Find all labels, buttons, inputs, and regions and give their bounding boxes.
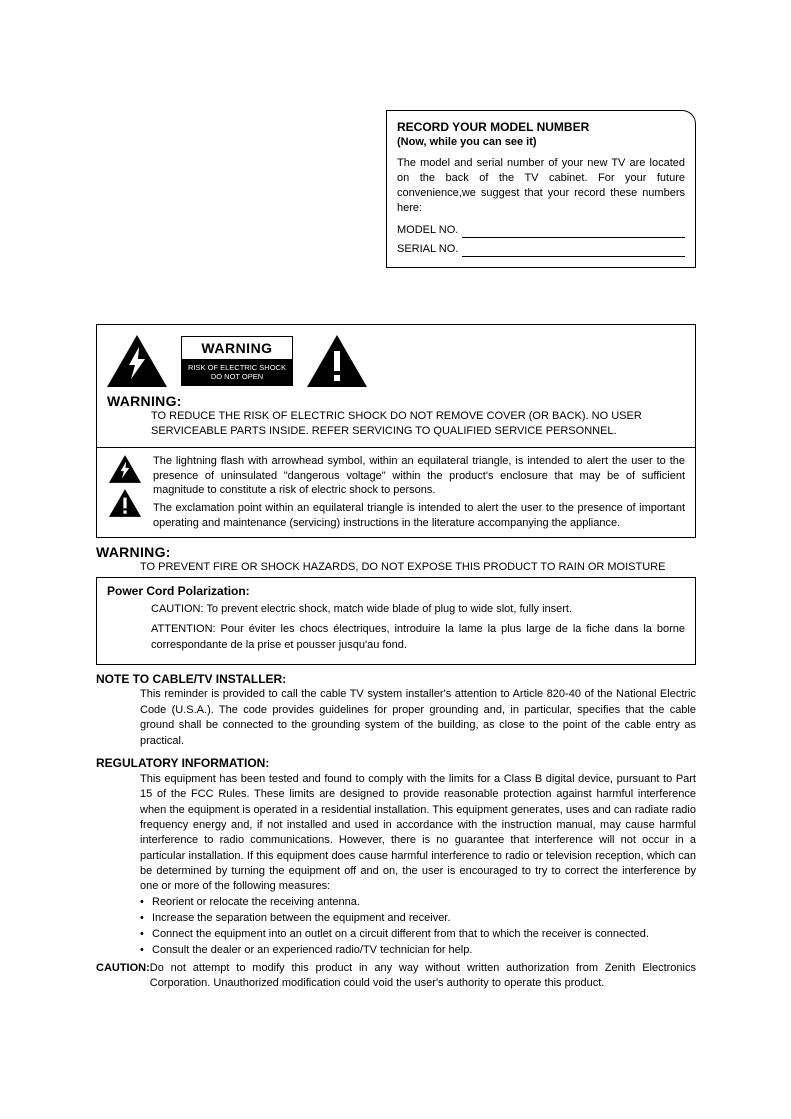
warning-box-top: WARNING [182,337,292,359]
record-body: The model and serial number of your new … [397,156,685,215]
model-number-field: MODEL NO. [397,223,685,238]
record-model-box: RECORD YOUR MODEL NUMBER (Now, while you… [386,110,696,268]
model-label: MODEL NO. [397,223,458,238]
warning-panel: WARNING RISK OF ELECTRIC SHOCK DO NOT OP… [96,324,696,538]
bullet-item: •Connect the equipment into an outlet on… [140,927,696,943]
symbol-explanation-row: The lightning flash with arrowhead symbo… [97,447,695,537]
warning-box-bottom: RISK OF ELECTRIC SHOCK DO NOT OPEN [182,359,292,386]
warning2-heading: WARNING: [96,544,696,560]
regulatory-body: This equipment has been tested and found… [140,772,696,895]
warning1-heading: WARNING: [107,393,685,409]
power-cord-attention: ATTENTION: Pour éviter les chocs électri… [151,622,685,654]
model-underline[interactable] [462,227,685,238]
exclamation-small-icon [107,488,143,518]
serial-label: SERIAL NO. [397,242,458,257]
caution-row: CAUTION: Do not attempt to modify this p… [96,961,696,992]
warning1-section: WARNING: TO REDUCE THE RISK OF ELECTRIC … [97,393,695,447]
caution-body: Do not attempt to modify this product in… [150,961,696,992]
regulatory-bullets: •Reorient or relocate the receiving ante… [140,895,696,959]
lightning-triangle-icon [105,333,169,389]
lightning-small-icon [107,454,143,484]
note-installer-block: NOTE TO CABLE/TV INSTALLER: This reminde… [96,671,696,749]
serial-number-field: SERIAL NO. [397,242,685,257]
power-cord-box: Power Cord Polarization: CAUTION: To pre… [96,577,696,665]
regulatory-title: REGULATORY INFORMATION: [96,755,696,772]
warning1-body: TO REDUCE THE RISK OF ELECTRIC SHOCK DO … [151,409,685,439]
warning-icons-row: WARNING RISK OF ELECTRIC SHOCK DO NOT OP… [97,325,695,393]
exclamation-triangle-icon [305,333,369,389]
exclaim-explanation: The exclamation point within an equilate… [153,501,685,531]
note-installer-title: NOTE TO CABLE/TV INSTALLER: [96,671,696,688]
symbol-text-column: The lightning flash with arrowhead symbo… [153,454,685,531]
regulatory-block: REGULATORY INFORMATION: This equipment h… [96,755,696,959]
symbol-icons-column [107,454,143,531]
lightning-explanation: The lightning flash with arrowhead symbo… [153,454,685,499]
bullet-item: •Increase the separation between the equ… [140,911,696,927]
note-installer-body: This reminder is provided to call the ca… [140,687,696,749]
record-subtitle: (Now, while you can see it) [397,135,685,150]
power-cord-body: CAUTION: To prevent electric shock, matc… [151,602,685,654]
warning-text-box: WARNING RISK OF ELECTRIC SHOCK DO NOT OP… [181,336,293,387]
record-title: RECORD YOUR MODEL NUMBER [397,119,685,135]
power-cord-title: Power Cord Polarization: [107,584,685,598]
main-content: WARNING RISK OF ELECTRIC SHOCK DO NOT OP… [96,324,696,991]
bullet-item: •Reorient or relocate the receiving ante… [140,895,696,911]
warning2-body: TO PREVENT FIRE OR SHOCK HAZARDS, DO NOT… [140,560,696,575]
power-cord-caution: CAUTION: To prevent electric shock, matc… [151,602,685,618]
warning2-section: WARNING: TO PREVENT FIRE OR SHOCK HAZARD… [96,544,696,575]
bullet-item: •Consult the dealer or an experienced ra… [140,943,696,959]
serial-underline[interactable] [462,246,685,257]
caution-label: CAUTION: [96,961,150,992]
